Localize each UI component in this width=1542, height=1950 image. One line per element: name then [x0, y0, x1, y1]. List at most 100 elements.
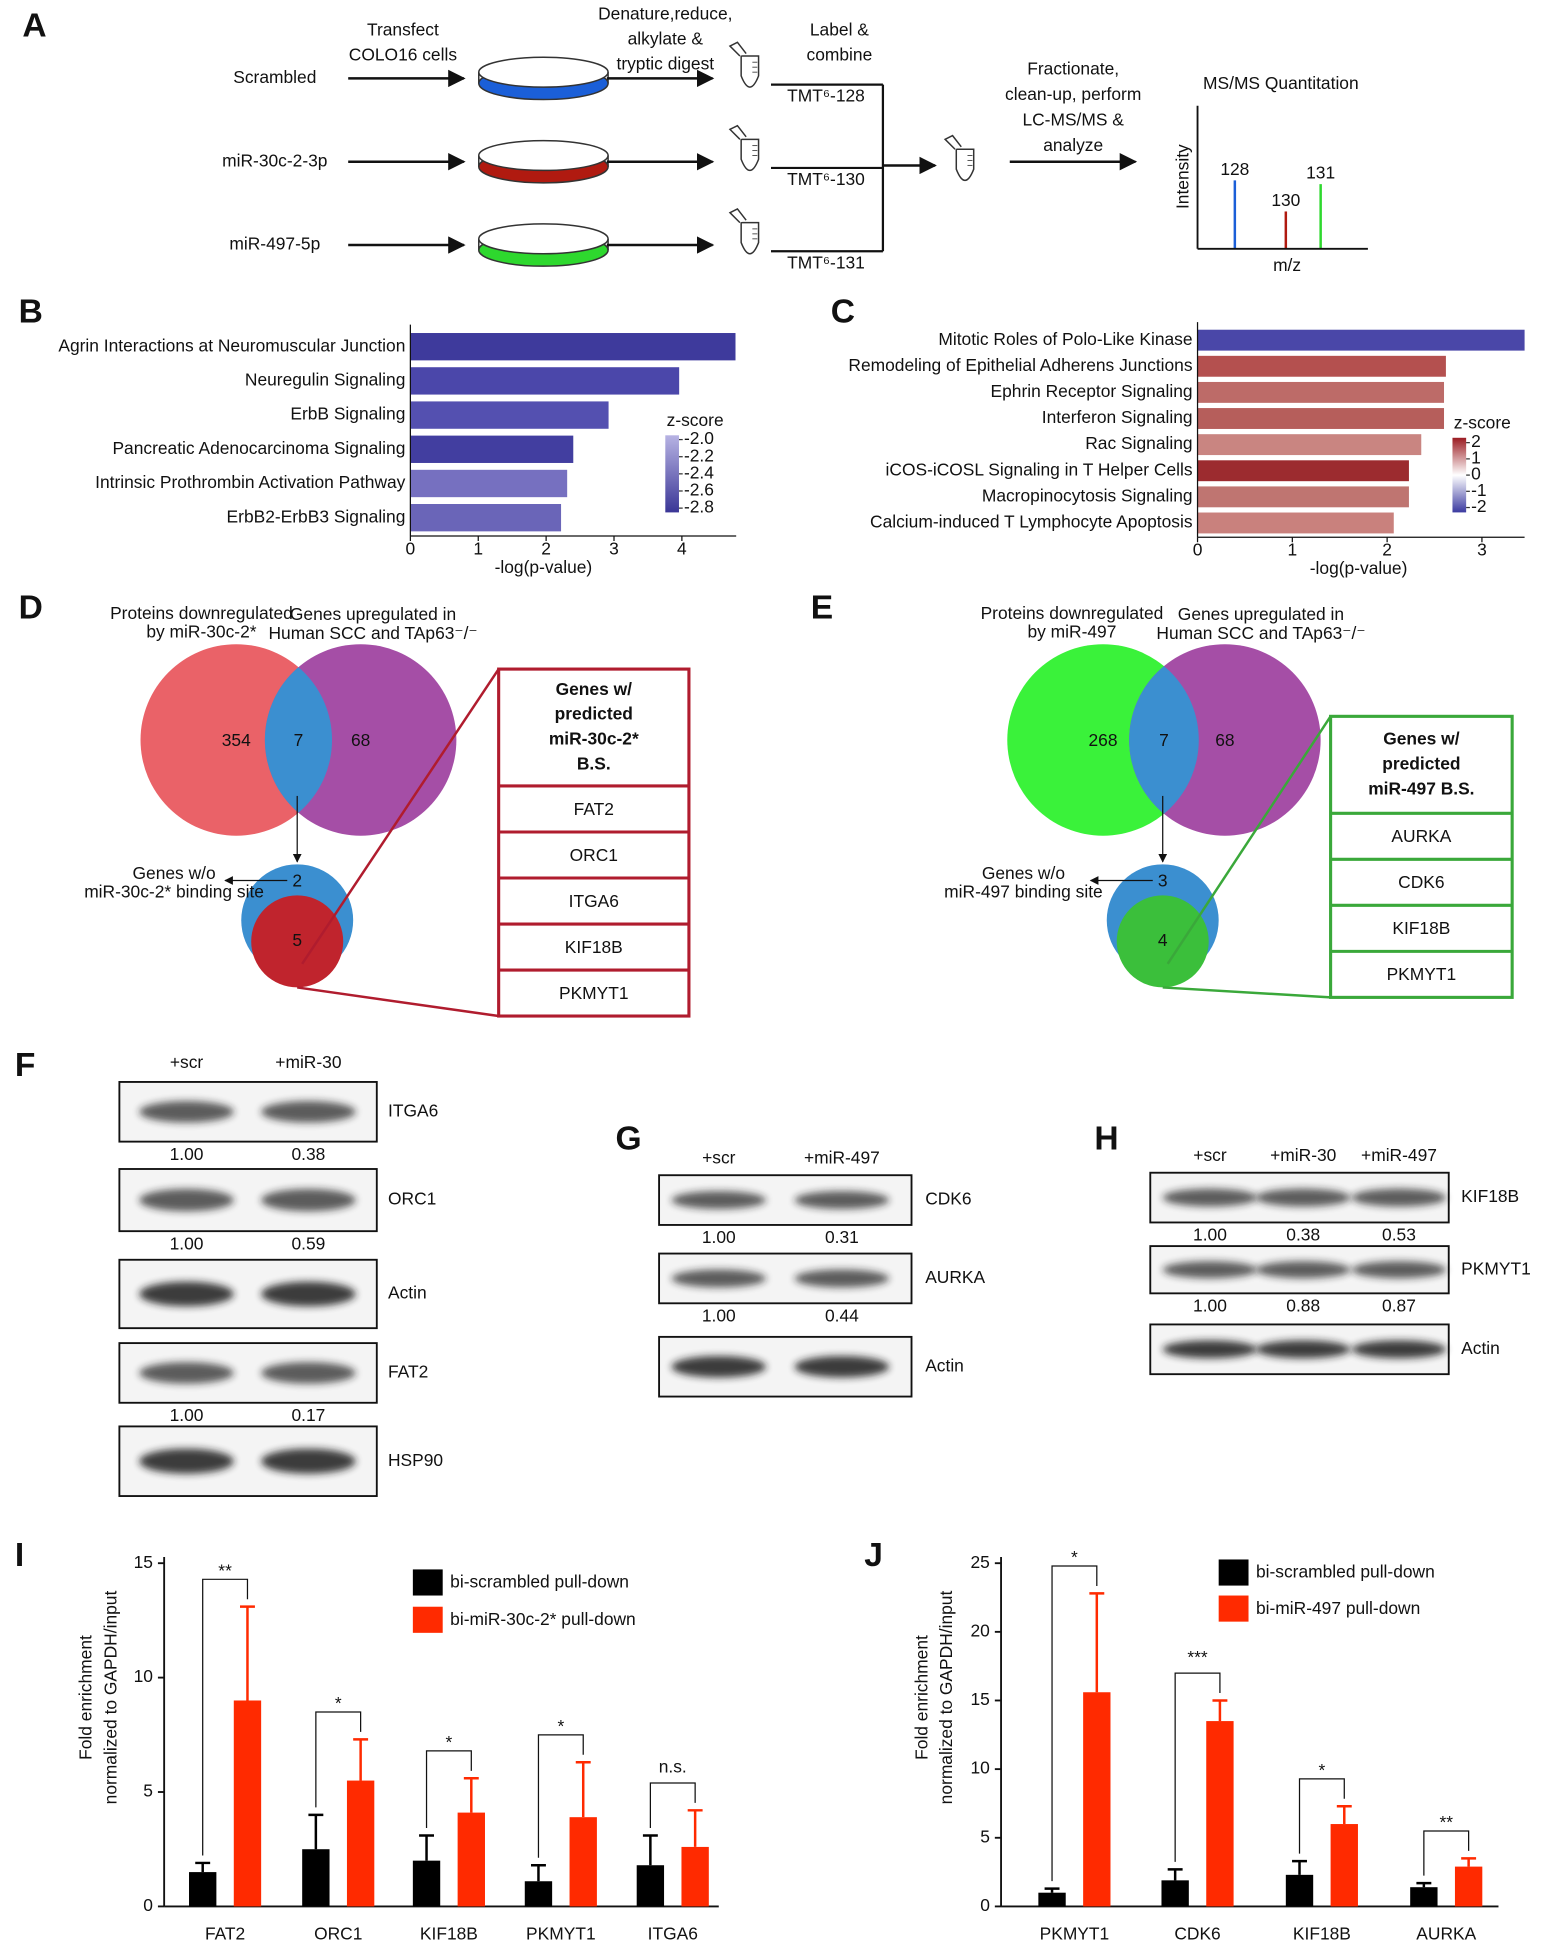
quant-label: 0.17	[291, 1405, 325, 1425]
x-tick-label: 3	[609, 538, 619, 558]
step-label: Fractionate,	[1027, 58, 1119, 78]
quant-label: 1.00	[170, 1405, 204, 1425]
blot-band	[261, 1281, 356, 1307]
error-bar	[1167, 1868, 1183, 1881]
error-bar	[419, 1834, 434, 1861]
quant-label: 0.53	[1382, 1225, 1416, 1245]
y-axis-label: Fold enrichment	[76, 1635, 96, 1760]
colorbar-tick-label: 0	[1471, 464, 1481, 484]
subset-label: Genes w/o	[982, 863, 1065, 883]
error-bar	[353, 1738, 369, 1781]
significance-bracket	[1298, 1778, 1345, 1854]
gene-box-item: FAT2	[574, 799, 614, 819]
legend-label: bi-miR-497 pull-down	[1256, 1598, 1420, 1618]
venn-overlap	[1129, 644, 1199, 836]
blot-label: FAT2	[388, 1362, 428, 1382]
bar	[410, 504, 562, 532]
venn-count: 68	[351, 730, 370, 750]
x-tick-label: 0	[1193, 540, 1203, 560]
x-tick-label: CDK6	[1174, 1924, 1220, 1944]
venn-set-label: Human SCC and TAp63⁻/⁻	[269, 623, 478, 643]
blot-band	[1255, 1261, 1351, 1279]
panel-letter: G	[616, 1120, 642, 1157]
tmt-tag: TMT⁶-131	[787, 252, 865, 272]
panel-letter: C	[831, 293, 855, 330]
significance-label: **	[1439, 1812, 1453, 1832]
bar	[412, 1860, 441, 1907]
blot-band	[794, 1355, 890, 1378]
blot-band	[139, 1188, 234, 1212]
quant-label: 1.00	[702, 1306, 736, 1326]
subset-count: 3	[1158, 870, 1168, 890]
bar	[1454, 1866, 1483, 1907]
error-bar	[195, 1861, 211, 1873]
blot-label: CDK6	[925, 1189, 971, 1209]
legend-swatch	[1218, 1559, 1249, 1586]
quant-label: 1.00	[170, 1144, 204, 1164]
spectrum-x-label: m/z	[1273, 255, 1301, 275]
x-tick-label: 0	[406, 538, 416, 558]
lane-label: +miR-30	[1270, 1145, 1336, 1165]
venn-set-label: Proteins downregulated	[110, 603, 293, 623]
subset-count: 5	[292, 930, 302, 950]
blot-band	[1162, 1340, 1258, 1359]
gene-box-item: KIF18B	[1392, 918, 1450, 938]
bar	[569, 1817, 597, 1907]
y-axis-label: normalized to GAPDH/input	[101, 1591, 121, 1805]
dish-rim	[478, 56, 609, 88]
connector	[301, 668, 500, 965]
y-tick-label: 20	[971, 1620, 990, 1640]
gene-box-item: PKMYT1	[1387, 964, 1457, 984]
bar	[1197, 512, 1394, 534]
gene-box-item: CDK6	[1398, 872, 1444, 892]
error-bar	[240, 1605, 255, 1701]
venn-count: 7	[1159, 730, 1169, 750]
tube-lid	[728, 208, 747, 224]
subset-count: 2	[292, 870, 302, 890]
x-tick-label: KIF18B	[420, 1924, 478, 1944]
significance-bracket	[315, 1711, 362, 1808]
sample-label: miR-497-5p	[229, 234, 320, 254]
tmt-tag: TMT⁶-128	[787, 86, 865, 106]
step-label: tryptic digest	[616, 53, 714, 73]
quant-label: 0.38	[291, 1144, 325, 1164]
error-bar	[1089, 1592, 1105, 1693]
significance-label: *	[557, 1716, 564, 1736]
significance-bracket	[1423, 1830, 1470, 1876]
colorbar-title: z-score	[1454, 413, 1511, 433]
legend-label: bi-scrambled pull-down	[1256, 1562, 1435, 1582]
y-tick-label: 10	[134, 1666, 153, 1686]
category-label: ErbB2-ErbB3 Signaling	[227, 506, 406, 526]
blot-band	[1162, 1261, 1258, 1279]
panel-letter: B	[19, 293, 43, 330]
y-axis-label: Fold enrichment	[911, 1635, 931, 1760]
x-tick-label: FAT2	[205, 1924, 245, 1944]
bar	[636, 1865, 665, 1907]
x-tick-label: 1	[1287, 540, 1297, 560]
quant-label: 0.88	[1286, 1296, 1320, 1316]
colorbar-tick-label: 1	[1471, 447, 1481, 467]
gene-box-header: miR-497 B.S.	[1368, 778, 1474, 798]
y-tick-label: 0	[980, 1895, 990, 1915]
gene-box-item: ORC1	[570, 845, 618, 865]
sample-label: miR-30c-2-3p	[222, 150, 327, 170]
bar	[410, 435, 574, 463]
bar	[1197, 486, 1409, 508]
bar	[1197, 434, 1422, 456]
bar	[1330, 1824, 1358, 1907]
legend-label: bi-miR-30c-2* pull-down	[450, 1609, 636, 1629]
step-label: LC-MS/MS &	[1022, 109, 1124, 129]
significance-bracket	[649, 1782, 696, 1829]
category-label: Neuregulin Signaling	[245, 369, 405, 389]
error-bar	[1292, 1859, 1307, 1875]
colorbar-tick-label: -1	[1471, 480, 1486, 500]
bar	[1197, 329, 1525, 351]
significance-label: ***	[1187, 1647, 1208, 1667]
step-label: Denature,reduce,	[598, 4, 732, 24]
blot-band	[139, 1448, 234, 1474]
category-label: Remodeling of Epithelial Adherens Juncti…	[848, 355, 1192, 375]
y-tick-label: 5	[143, 1781, 153, 1801]
step-label: combine	[807, 45, 873, 65]
quant-label: 1.00	[1193, 1296, 1227, 1316]
blot-label: ITGA6	[388, 1100, 438, 1120]
